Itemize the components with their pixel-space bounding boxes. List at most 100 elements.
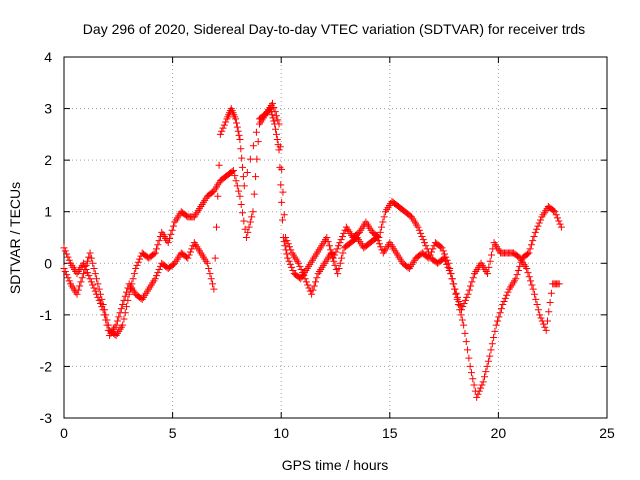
data-point [555, 217, 563, 225]
y-tick-label: -3 [40, 410, 53, 426]
data-point [155, 265, 163, 273]
data-point [246, 218, 254, 226]
x-tick-label: 10 [273, 425, 289, 441]
data-point [120, 315, 128, 323]
data-point [252, 128, 260, 136]
data-point [133, 261, 141, 269]
data-point [287, 246, 295, 254]
data-point [154, 269, 162, 277]
data-point [555, 280, 563, 288]
data-point [60, 264, 68, 272]
data-point [533, 301, 541, 309]
x-tick-label: 0 [60, 425, 68, 441]
data-point [526, 245, 534, 253]
data-point [98, 303, 106, 311]
data-point [74, 286, 82, 294]
data-point [530, 232, 538, 240]
data-point [272, 130, 280, 138]
data-point [272, 125, 280, 133]
data-point [285, 243, 293, 251]
data-point [280, 211, 288, 219]
data-point [460, 300, 468, 308]
data-point [331, 261, 339, 269]
x-axis-label: GPS time / hours [282, 457, 389, 473]
data-point [295, 259, 303, 267]
data-point [240, 182, 248, 190]
x-tick-label: 15 [382, 425, 398, 441]
data-point [528, 281, 536, 289]
data-point [243, 169, 251, 177]
data-point [113, 317, 121, 325]
data-point [464, 346, 472, 354]
data-point [93, 275, 101, 283]
data-point [479, 378, 487, 386]
x-tick-label: 5 [169, 425, 177, 441]
data-point [102, 316, 110, 324]
data-point [119, 301, 127, 309]
data-point [425, 254, 433, 262]
data-point [444, 259, 452, 267]
data-point [460, 321, 468, 329]
data-point [222, 118, 230, 126]
data-point [443, 256, 451, 264]
data-point [153, 272, 161, 280]
y-tick-label: 0 [44, 255, 52, 271]
data-point [284, 240, 292, 248]
data-point [86, 249, 94, 257]
data-point [89, 281, 97, 289]
y-tick-label: 2 [44, 152, 52, 168]
data-point [419, 236, 427, 244]
data-point [233, 182, 241, 190]
data-point [323, 234, 331, 241]
data-point [301, 275, 309, 283]
data-point [214, 192, 222, 200]
data-point [487, 251, 495, 259]
data-point [336, 259, 344, 267]
data-point [415, 226, 423, 234]
data-point [470, 381, 478, 389]
data-point [235, 187, 243, 195]
data-point [426, 251, 434, 259]
data-point [529, 285, 537, 293]
data-point [551, 208, 559, 216]
x-tick-label: 20 [491, 425, 507, 441]
y-tick-label: -2 [40, 358, 53, 374]
data-point [513, 271, 521, 279]
data-point [270, 104, 278, 112]
data-point [461, 296, 469, 304]
data-point [275, 120, 283, 128]
data-point [132, 264, 140, 272]
data-point [270, 117, 278, 125]
data-point [454, 293, 462, 301]
data-point [496, 309, 504, 317]
data-point [497, 305, 505, 313]
data-point [81, 262, 89, 270]
data-point [455, 297, 463, 305]
data-point [99, 306, 107, 314]
data-point [278, 165, 286, 173]
data-point [205, 264, 213, 272]
data-point [377, 243, 385, 251]
data-point [328, 253, 336, 261]
data-point [249, 208, 257, 216]
data-point [168, 226, 176, 234]
data-point [337, 236, 345, 244]
data-point [164, 239, 172, 247]
data-point [120, 296, 128, 304]
data-point [210, 285, 218, 293]
data-point [100, 311, 108, 319]
data-point [336, 239, 344, 247]
data-point [184, 254, 192, 262]
data-point [130, 270, 138, 278]
data-point [530, 290, 538, 298]
y-tick-label: -1 [40, 307, 53, 323]
data-point [116, 309, 124, 317]
data-point [91, 287, 99, 295]
data-point [275, 146, 283, 154]
data-point [495, 313, 503, 321]
y-axis-label: SDTVAR / TECUs [7, 182, 23, 294]
data-point [373, 234, 381, 241]
data-point [333, 245, 341, 253]
data-point [283, 250, 291, 258]
data-point [484, 357, 492, 365]
